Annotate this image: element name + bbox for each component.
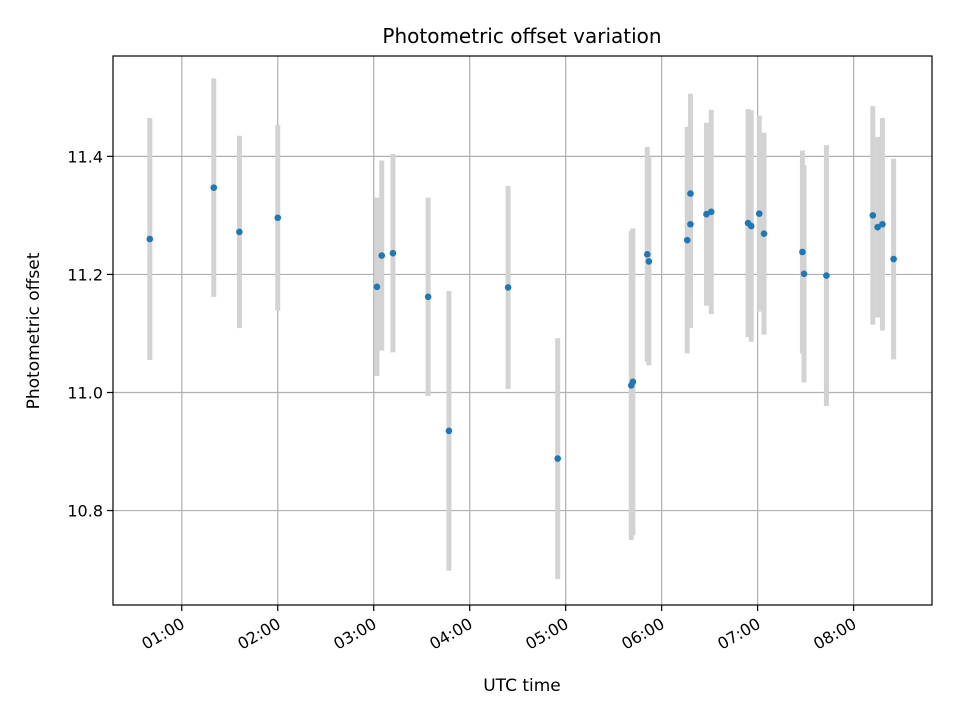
x-tick-label: 03:00: [330, 614, 379, 654]
data-point: [373, 283, 381, 291]
data-point: [874, 223, 881, 231]
x-tick-label: 05:00: [522, 614, 571, 654]
data-point: [389, 249, 397, 257]
y-axis-label: Photometric offset: [24, 252, 44, 409]
grid: [113, 56, 932, 605]
axes-frame: [112, 55, 933, 606]
x-tick-label: 06:00: [618, 614, 667, 654]
y-axis-ticks: 10.8 11.0 11.2 11.4: [67, 147, 113, 521]
y-tick-label: 11.2: [67, 265, 103, 284]
x-tick-label: 07:00: [714, 614, 763, 654]
data-point: [146, 235, 154, 243]
data-point: [869, 212, 877, 219]
data-point: [445, 427, 453, 435]
data-point: [799, 248, 806, 256]
data-point: [629, 378, 637, 386]
data-point: [687, 190, 694, 197]
y-tick-label: 11.4: [67, 147, 103, 166]
y-tick-label: 11.0: [67, 383, 103, 402]
data-point: [823, 272, 830, 279]
data-point: [645, 258, 653, 265]
data-point: [554, 455, 561, 462]
x-tick-label: 01:00: [138, 614, 187, 654]
data-point: [755, 210, 763, 217]
x-tick-label: 02:00: [234, 614, 283, 654]
x-axis-label: UTC time: [483, 676, 561, 696]
data-point: [747, 222, 755, 230]
x-axis-ticks: 01:00 02:00 03:00 04:00 05:00 06:00 07:00 08:00: [138, 605, 860, 654]
error-bars: [147, 78, 897, 580]
x-tick-label: 08:00: [810, 614, 859, 654]
data-point: [707, 208, 715, 216]
chart-title: Photometric offset variation: [382, 24, 661, 48]
data-point: [879, 220, 886, 228]
data-point: [800, 270, 808, 278]
data-point: [378, 252, 386, 259]
data-point: [683, 236, 691, 244]
data-point: [890, 255, 897, 263]
y-tick-label: 10.8: [67, 502, 103, 521]
data-point: [687, 220, 694, 228]
data-point: [504, 284, 512, 291]
data-point: [424, 293, 432, 301]
x-tick-label: 04:00: [426, 614, 475, 654]
data-point: [236, 228, 243, 236]
data-point: [210, 184, 218, 191]
data-point: [643, 251, 651, 258]
data-point: [274, 214, 282, 222]
data-points: [146, 184, 897, 462]
data-point: [760, 230, 768, 237]
